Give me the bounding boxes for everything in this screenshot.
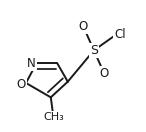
Text: CH₃: CH₃ <box>43 112 64 122</box>
Text: N: N <box>27 57 36 70</box>
Text: Cl: Cl <box>114 28 126 41</box>
Text: S: S <box>90 44 98 57</box>
Text: O: O <box>16 78 25 91</box>
Text: O: O <box>100 67 109 80</box>
Text: O: O <box>79 20 88 33</box>
